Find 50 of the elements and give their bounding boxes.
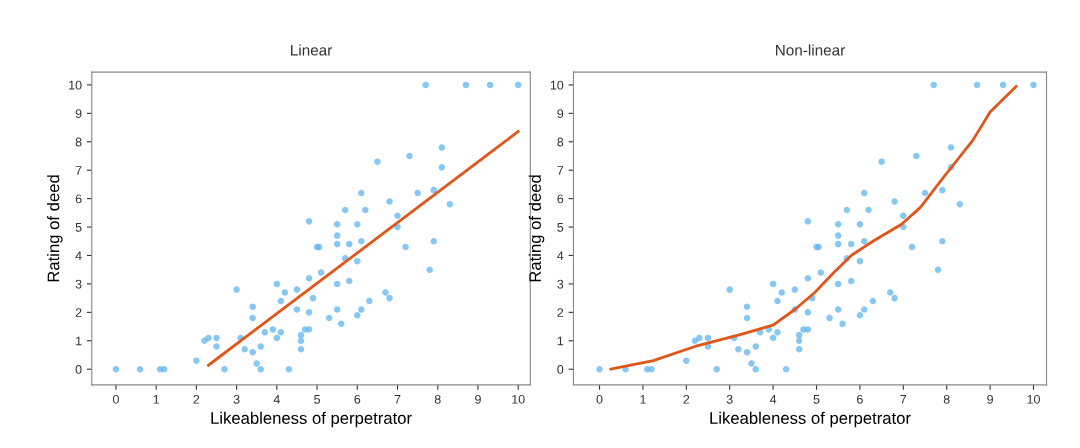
y-axis-title: Rating of deed (528, 175, 545, 282)
y-tick-label: 1 (557, 336, 564, 346)
x-tick-label: 6 (857, 394, 863, 404)
y-tick-label: 2 (75, 308, 82, 317)
x-tick-label: 10 (1027, 394, 1040, 404)
chart-title: Linear (291, 44, 333, 56)
y-tick-label: 0 (557, 365, 564, 374)
x-axis-title: Likeableness of perpetrator (710, 411, 911, 428)
y-tick-label: 10 (69, 80, 82, 90)
x-tick-label: 6 (354, 394, 361, 404)
y-tick-label: 3 (75, 279, 82, 289)
x-tick-label: 8 (434, 394, 441, 404)
x-tick-label: 9 (475, 394, 481, 404)
x-tick-label: 5 (813, 395, 820, 404)
x-tick-label: 4 (769, 395, 777, 404)
y-tick-label: 4 (557, 251, 564, 261)
y-tick-label: 9 (75, 109, 82, 118)
y-tick-label: 8 (75, 137, 82, 147)
x-tick-label: 8 (943, 394, 950, 404)
x-tick-label: 1 (640, 395, 646, 404)
y-tick-label: 5 (75, 222, 82, 232)
y-tick-label: 7 (75, 166, 82, 175)
x-tick-label: 3 (233, 394, 240, 404)
x-tick-label: 9 (987, 394, 993, 404)
y-tick-label: 5 (557, 222, 564, 232)
x-tick-label: 10 (512, 394, 525, 404)
x-tick-label: 5 (314, 395, 321, 404)
x-tick-label: 3 (726, 394, 733, 404)
x-tick-label: 2 (193, 394, 200, 404)
x-tick-label: 1 (153, 395, 160, 404)
y-tick-label: 10 (550, 80, 564, 90)
y-axis-title: Rating of deed (47, 175, 63, 282)
x-tick-label: 0 (596, 394, 603, 404)
y-tick-label: 0 (75, 365, 82, 374)
x-tick-label: 4 (273, 395, 280, 404)
x-tick-label: 7 (900, 395, 907, 404)
y-tick-label: 4 (75, 251, 82, 261)
x-tick-label: 7 (394, 395, 401, 404)
x-axis-title: Likeableness of perpetrator (211, 411, 412, 428)
x-tick-label: 0 (112, 394, 119, 404)
chart-title: Non-linear (776, 44, 845, 56)
y-tick-label: 1 (76, 336, 82, 346)
y-tick-label: 6 (75, 194, 82, 204)
y-tick-label: 7 (557, 166, 564, 175)
y-tick-label: 9 (557, 109, 564, 118)
x-tick-label: 2 (683, 394, 690, 404)
y-tick-label: 2 (557, 308, 564, 317)
y-tick-label: 6 (557, 194, 564, 204)
y-tick-label: 8 (557, 137, 564, 147)
y-tick-label: 3 (557, 279, 564, 289)
